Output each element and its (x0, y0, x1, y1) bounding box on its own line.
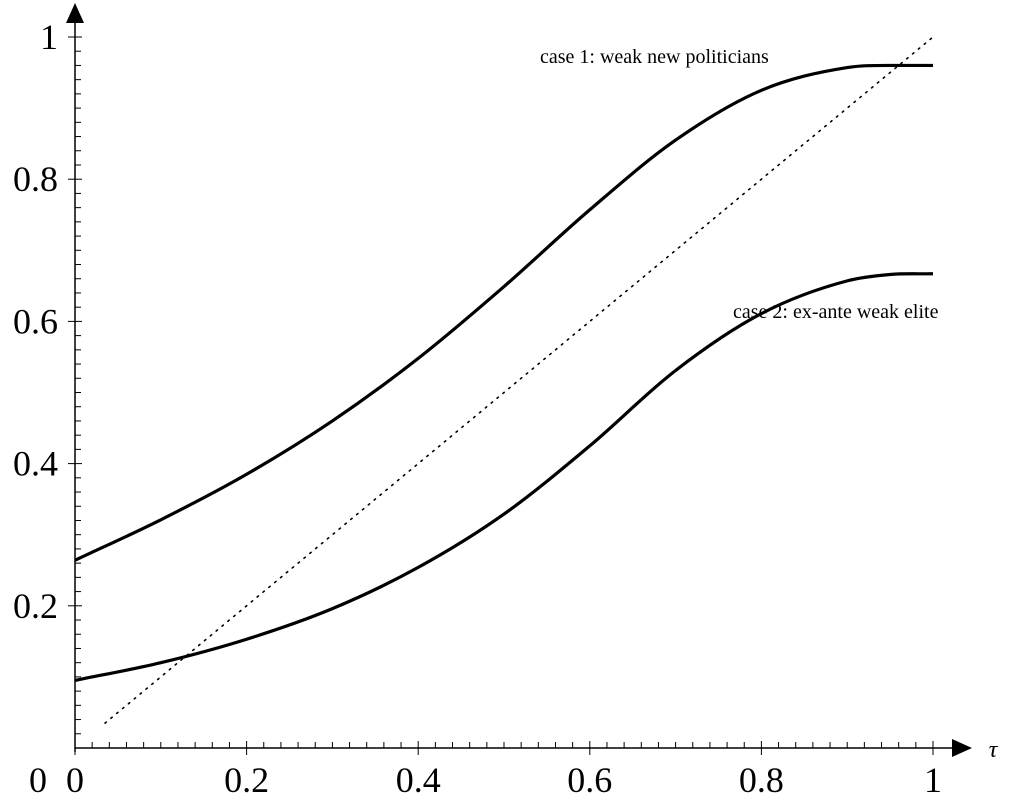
y-tick-label: 0.8 (13, 159, 58, 199)
y-tick-label: 0.2 (13, 586, 58, 626)
case-2-label: case 2: ex-ante weak elite (733, 301, 939, 323)
x-tick-label: 0.2 (224, 760, 269, 800)
x-tick-label: 1 (924, 760, 942, 800)
axes (66, 3, 972, 757)
series-line-case-1 (74, 63, 933, 562)
annotations: case 1: weak new politicians case 2: ex-… (540, 46, 999, 763)
ticks (68, 36, 934, 755)
x-tick-label: 0.6 (567, 760, 612, 800)
x-tick-label: 0.8 (739, 760, 784, 800)
x-tick-label: 0 (66, 760, 84, 800)
series-layer (74, 36, 934, 724)
series-line-case-2 (74, 272, 934, 683)
x-axis-label: τ (989, 737, 999, 763)
x-axis-arrow (952, 739, 972, 757)
x-tick-label: 0.4 (396, 760, 441, 800)
y-tick-label: 0.6 (13, 301, 58, 341)
origin-label: 0 (29, 760, 47, 800)
y-axis-arrow (66, 3, 84, 23)
y-tick-label: 0.4 (13, 444, 58, 484)
y-tick-label: 1 (40, 17, 58, 57)
case-1-label: case 1: weak new politicians (540, 46, 769, 68)
diagonal-reference-line (104, 36, 934, 724)
tick-labels: 0 0 0.2 0.4 0.6 0.8 1 0.2 0.4 0.6 0.8 1 (13, 17, 942, 800)
